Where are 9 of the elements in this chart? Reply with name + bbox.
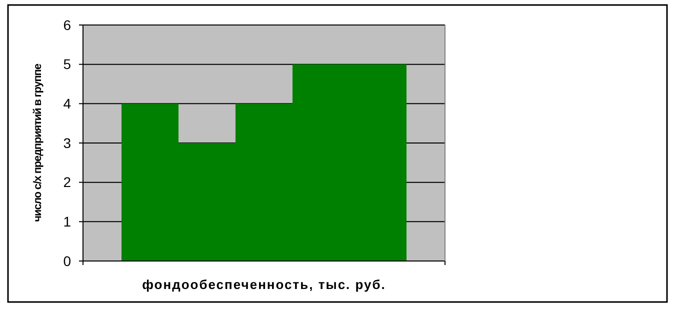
- y-tick-label: 2: [63, 174, 72, 190]
- x-axis-title: фондообеспеченность, тыс. руб.: [142, 277, 386, 292]
- y-tick-label: 0: [63, 252, 72, 269]
- y-tick-label: 3: [63, 134, 72, 151]
- y-tick-label: 5: [63, 56, 72, 72]
- y-tick-label: 6: [63, 16, 72, 33]
- y-axis-title: число с/х предприятий в группе: [32, 64, 44, 222]
- y-tick-label: 1: [63, 214, 72, 230]
- y-tick-label: 4: [63, 96, 72, 112]
